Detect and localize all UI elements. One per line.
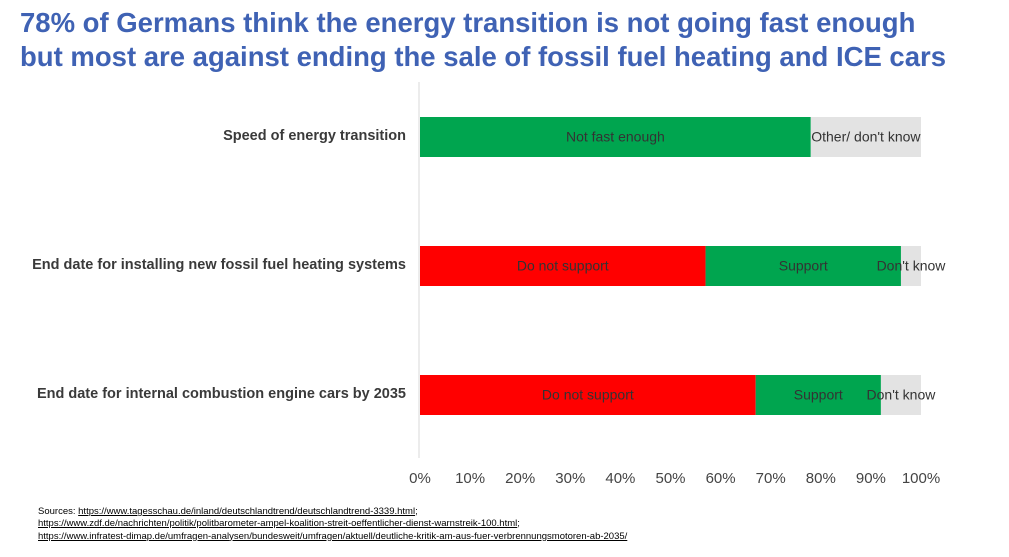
sources-line-3: https://www.infratest-dimap.de/umfragen-… <box>38 531 627 543</box>
source-link-3[interactable]: https://www.infratest-dimap.de/umfragen-… <box>38 530 628 542</box>
segment-label: Do not support <box>542 387 634 403</box>
x-tick-label: 10% <box>455 470 485 487</box>
source-separator-2: ; <box>517 518 520 530</box>
sources-line-2: https://www.zdf.de/nachrichten/politik/p… <box>38 518 627 530</box>
sources-note: Sources: https://www.tagesschau.de/inlan… <box>38 506 627 543</box>
bar-segment <box>420 375 756 415</box>
segment-label: Do not support <box>517 258 609 274</box>
source-separator-1: ; <box>415 506 418 517</box>
segment-label: Other/ don't know <box>811 129 921 145</box>
x-tick-label: 0% <box>409 470 431 487</box>
bar-segment <box>755 375 881 415</box>
sources-prefix: Sources: <box>38 506 79 517</box>
x-tick-label: 40% <box>605 470 635 487</box>
segment-label: Don't know <box>867 387 937 403</box>
source-link-2[interactable]: https://www.zdf.de/nachrichten/politik/p… <box>38 518 518 530</box>
category-label: Speed of energy transition <box>223 128 406 144</box>
segment-label: Don't know <box>877 258 947 274</box>
x-tick-label: 70% <box>756 470 786 487</box>
source-link-1[interactable]: https://www.tagesschau.de/inland/deutsch… <box>78 506 416 517</box>
segment-label: Support <box>779 258 828 274</box>
x-tick-label: 50% <box>655 470 685 487</box>
x-tick-label: 60% <box>706 470 736 487</box>
category-label: End date for internal combustion engine … <box>37 386 406 402</box>
bar-segment <box>880 375 921 415</box>
chart-title-line-1: 78% of Germans think the energy transiti… <box>20 7 916 38</box>
x-tick-label: 30% <box>555 470 585 487</box>
sources-line-1: Sources: https://www.tagesschau.de/inlan… <box>38 506 627 518</box>
bar-segment <box>420 246 706 286</box>
x-tick-label: 90% <box>856 470 886 487</box>
chart-title-line-2: but most are against ending the sale of … <box>20 41 947 72</box>
category-label: End date for installing new fossil fuel … <box>32 257 406 273</box>
x-tick-label: 80% <box>806 470 836 487</box>
x-tick-label: 100% <box>902 470 940 487</box>
bar-segment <box>420 117 811 157</box>
segment-label: Not fast enough <box>566 129 665 145</box>
bar-segment <box>810 117 921 157</box>
stacked-bar-chart: Speed of energy transition Not fast enoug… <box>32 82 947 487</box>
segment-label: Support <box>794 387 843 403</box>
bar-segment <box>900 246 921 286</box>
x-tick-label: 20% <box>505 470 535 487</box>
bar-segment <box>705 246 901 286</box>
chart-title: 78% of Germans think the energy transiti… <box>20 6 1005 74</box>
